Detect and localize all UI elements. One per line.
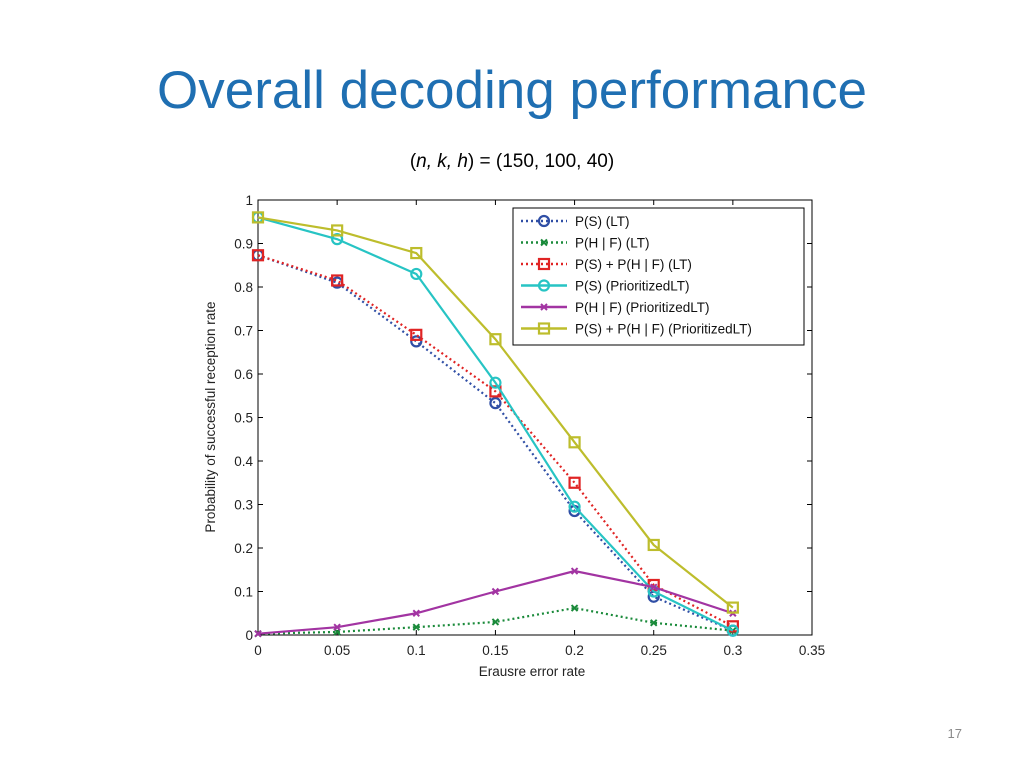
legend-swatch-marker [540,303,548,311]
y-tick-label: 1 [245,193,253,208]
data-point [726,620,739,633]
data-point [410,246,423,260]
series-6 [251,211,739,614]
x-tick-label: 0.05 [324,643,350,658]
series-layer [251,211,739,638]
x-tick-label: 0.3 [723,643,742,658]
legend-item: P(S) + P(H | F) (PrioritizedLT) [521,322,752,337]
legend-swatch-marker [537,322,551,335]
y-tick-label: 0.2 [234,541,253,556]
legend-label: P(S) + P(H | F) (PrioritizedLT) [575,322,752,337]
data-point [331,224,344,237]
legend-label: P(S) (PrioritizedLT) [575,279,690,294]
slide-title: Overall decoding performance [157,61,867,120]
y-tick-label: 0.7 [234,324,253,339]
data-point [410,267,423,281]
subtitle-params: n, k, h [416,151,468,172]
x-axis-label: Erausre error rate [479,664,586,679]
legend-item: P(H | F) (PrioritizedLT) [521,300,710,315]
data-point [726,624,739,637]
y-axis: 0 0.1 0.2 0.3 0.4 0.5 0.6 0.7 0.8 0.9 1 [234,193,812,643]
subtitle-open: ( [409,151,417,172]
data-point [570,604,579,612]
data-point [568,500,581,513]
data-point [570,567,579,575]
legend-label: P(S) (LT) [575,214,630,229]
legend-label: P(H | F) (LT) [575,236,650,251]
data-point [650,619,658,627]
data-point [568,476,581,489]
data-point [647,538,660,552]
data-point [491,618,500,626]
data-point [568,436,581,449]
data-point [331,233,344,246]
legend-box [512,207,805,346]
data-point [333,623,341,631]
data-point [254,629,262,638]
legend-item: P(S) (LT) [521,214,630,229]
x-tick-label: 0 [254,643,262,658]
data-point [251,249,265,262]
legend-swatch-marker [540,238,548,247]
series-4 [251,211,739,637]
data-point [726,601,739,614]
data-point [489,376,502,389]
y-tick-label: 0.1 [234,585,253,600]
subtitle-values: ) = (150, 100, 40) [467,151,615,172]
legend-item: P(S) (PrioritizedLT) [521,279,690,294]
legend-swatch-marker [537,257,551,271]
y-tick-label: 0 [245,628,253,643]
data-point [489,397,502,410]
x-tick-label: 0.25 [641,643,667,658]
x-tick-label: 0.35 [799,643,825,658]
data-point [251,211,265,224]
legend-item: P(S) + P(H | F) (LT) [521,257,692,272]
series-line [257,254,734,628]
y-tick-label: 0.3 [234,498,253,513]
data-point [491,587,500,596]
y-tick-label: 0.6 [234,367,253,382]
data-point [650,583,658,591]
y-axis-label: Probability of successful reception rate [203,301,218,532]
series-3 [251,249,739,633]
y-tick-label: 0.4 [234,454,253,469]
y-tick-label: 0.5 [234,411,253,426]
series-line [257,216,734,632]
data-point [410,328,423,341]
legend-item: P(H | F) (LT) [521,236,650,251]
series-line [257,216,734,609]
legend-label: P(H | F) (PrioritizedLT) [575,300,710,315]
legend-swatch-marker [537,214,551,228]
x-tick-label: 0.15 [482,643,508,658]
page-number: 17 [947,726,962,741]
data-point [410,335,423,348]
legend-swatch-marker [537,279,551,292]
slide-subtitle: (n, k, h) = (150, 100, 40) [0,151,1024,173]
y-tick-label: 0.9 [234,237,253,252]
x-axis: 0 0.05 0.1 0.15 0.2 0.25 0.3 0.35 [254,200,825,658]
data-point [412,609,420,617]
series-5 [254,567,737,638]
data-point [331,274,344,287]
data-point [412,623,420,631]
y-tick-label: 0.8 [234,280,253,295]
data-point [489,333,502,346]
legend: P(S) (LT) P(H | F) (LT) P(S) + P(H | F) (L… [512,207,805,346]
x-tick-label: 0.1 [407,643,426,658]
x-tick-label: 0.2 [565,643,584,658]
legend-label: P(S) + P(H | F) (LT) [575,257,692,272]
line-chart: 0 0.1 0.2 0.3 0.4 0.5 0.6 0.7 0.8 0.9 1 0 0.05 0.1 0.… [203,193,825,679]
